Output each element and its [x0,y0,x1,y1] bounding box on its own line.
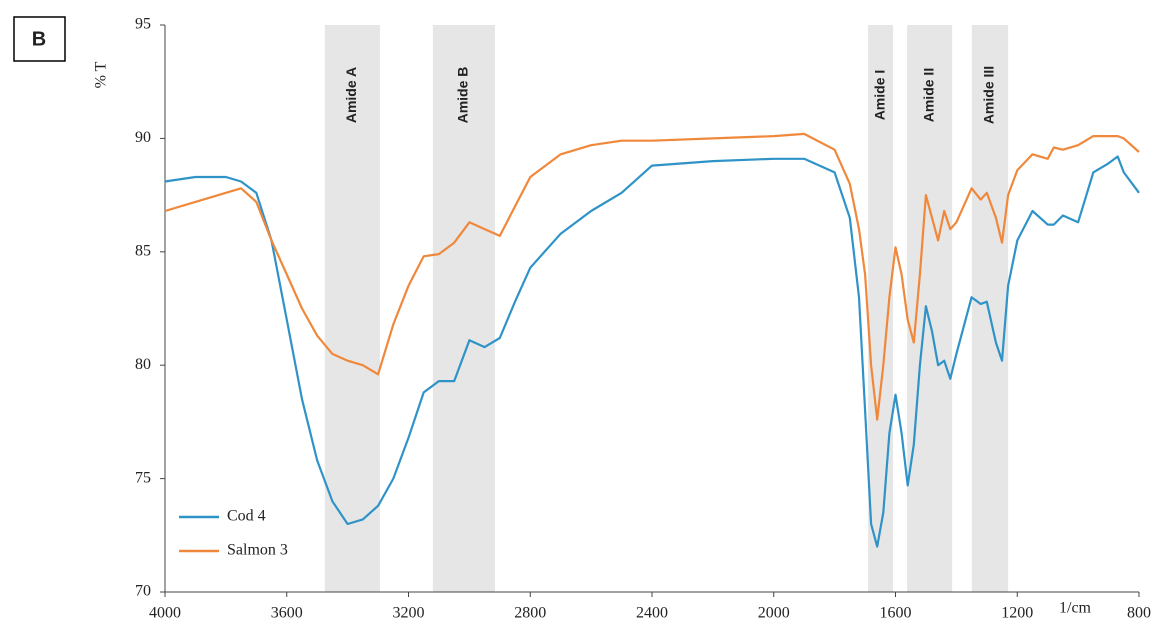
page: B % T 1/cm Amide A Amide B Amide I Amide II… [0,0,1164,631]
y-tick-label: 80 [135,356,151,373]
band-label: Amide B [455,67,471,124]
x-tick-label: 2000 [758,605,790,622]
x-tick-label: 4000 [149,605,181,622]
x-tick-label: 1600 [880,605,912,622]
y-tick-label: 75 [135,469,151,486]
legend-label: Cod 4 [227,508,266,525]
band-label: Amide II [920,68,936,122]
y-tick-label: 90 [135,129,151,146]
y-axis-title: % T [93,61,110,88]
y-tick-label: 85 [135,242,151,259]
x-axis-title: 1/cm [1059,600,1092,617]
x-tick-label: 3200 [393,605,425,622]
x-tick-label: 800 [1127,605,1151,622]
band-label: Amide III [981,66,997,124]
x-tick-label: 2800 [514,605,546,622]
band-label: Amide A [343,67,359,123]
x-tick-label: 3600 [271,605,303,622]
legend-label: Salmon 3 [227,542,288,559]
band-label: Amide I [871,70,887,121]
panel-label: B [32,28,46,50]
x-tick-label: 2400 [636,605,668,622]
x-tick-label: 1200 [1001,605,1033,622]
y-tick-label: 70 [135,583,151,600]
y-tick-label: 95 [135,16,151,33]
chart: B % T 1/cm Amide A Amide B Amide I Amide II… [0,0,1164,631]
